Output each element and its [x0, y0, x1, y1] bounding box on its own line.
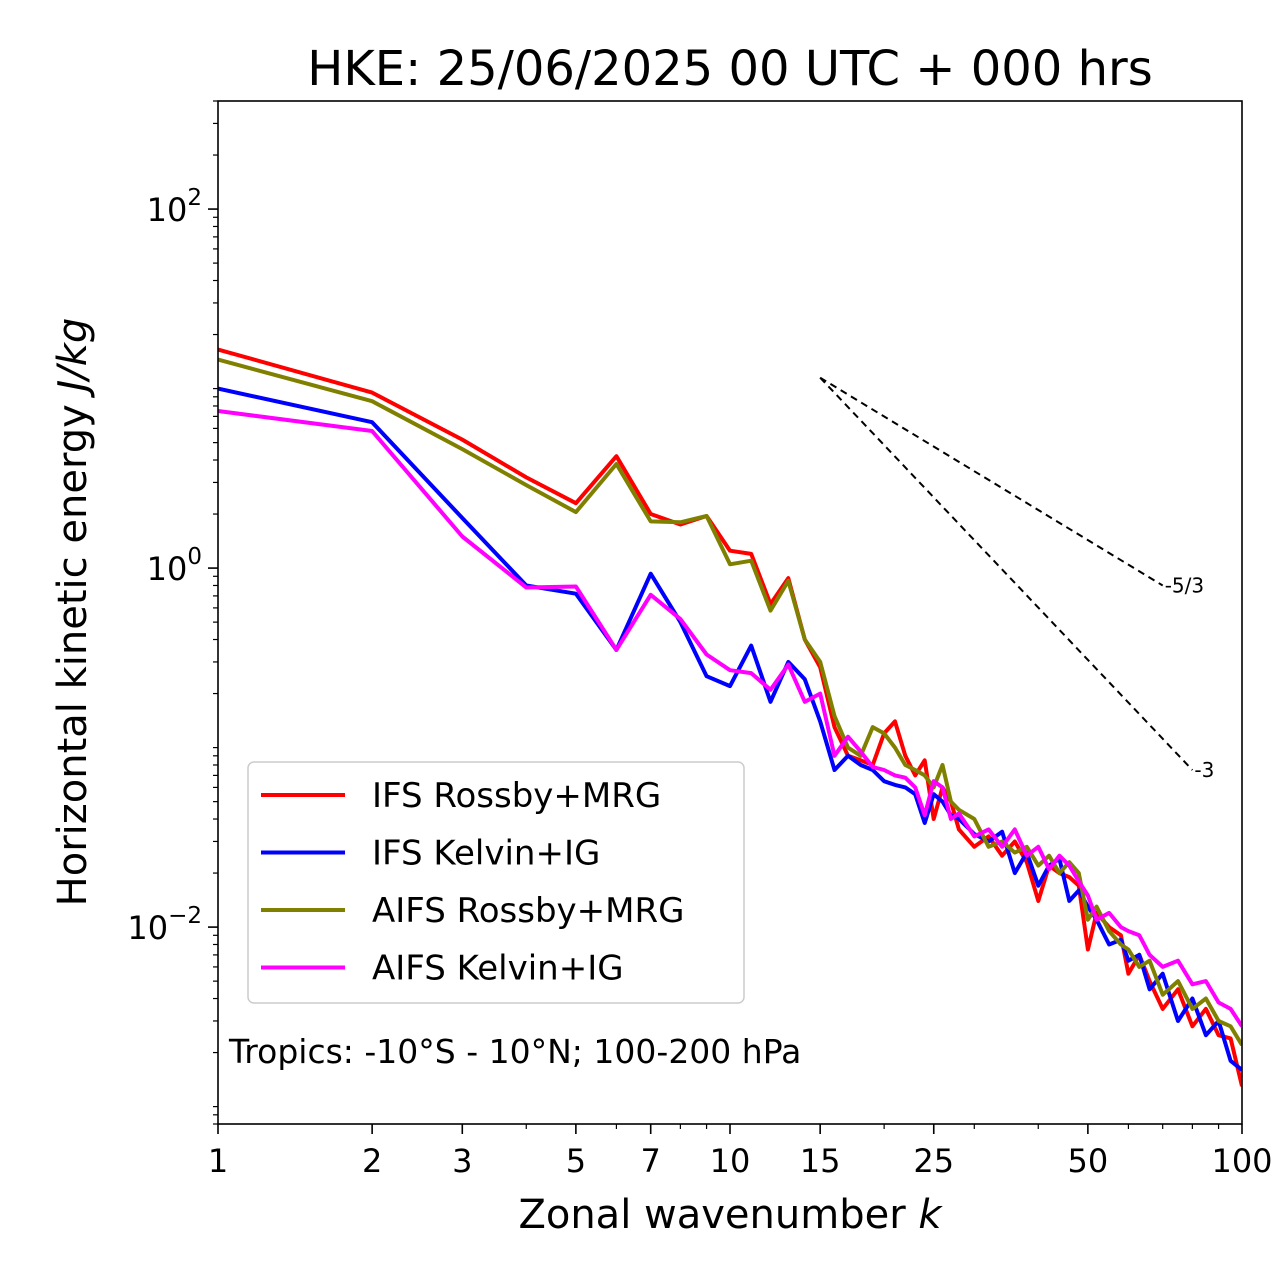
chart-title: HKE: 25/06/2025 00 UTC + 000 hrs — [307, 41, 1153, 97]
x-tick-label: 7 — [641, 1142, 661, 1180]
axis-ticks: 1 2 3 5 7 10 15 25 50 100 102 100 10−2 — [127, 100, 1273, 1180]
legend-label: IFS Kelvin+IG — [372, 834, 600, 874]
y-axis-label: Horizontal kinetic energy J/kg — [50, 318, 96, 907]
y-tick-label: 10−2 — [127, 903, 202, 947]
series-line-ifs-rossby-mrg — [218, 347, 1242, 1087]
x-tick-label: 2 — [362, 1142, 382, 1180]
x-axis-label: Zonal wavenumber k — [518, 1192, 943, 1238]
data-series — [218, 347, 1242, 1087]
series-line-aifs-kelvin-ig — [218, 409, 1242, 1028]
reference-slope-line — [819, 376, 1194, 771]
legend-label: AIFS Rossby+MRG — [372, 891, 684, 931]
x-tick-label: 5 — [566, 1142, 586, 1180]
reference-slope-label: -5/3 — [1165, 573, 1204, 597]
legend-label: IFS Rossby+MRG — [372, 776, 661, 816]
x-axis-label-text: Zonal wavenumber — [518, 1192, 906, 1238]
legend-box — [247, 761, 745, 1004]
reference-slope-lines — [819, 376, 1194, 771]
y-tick-label: 100 — [147, 544, 202, 588]
x-tick-label: 15 — [800, 1142, 841, 1180]
x-axis-variable: k — [918, 1192, 943, 1238]
y-axis-unit: J/kg — [50, 318, 96, 399]
legend: IFS Rossby+MRG IFS Kelvin+IG AIFS Rossby+M… — [247, 761, 745, 1004]
reference-slope-labels: -5/3 -3 — [1165, 573, 1215, 782]
reference-slope-line — [819, 376, 1164, 587]
x-tick-label: 50 — [1068, 1142, 1109, 1180]
legend-label: AIFS Kelvin+IG — [372, 949, 624, 989]
x-tick-label: 3 — [452, 1142, 472, 1180]
y-tick-label: 102 — [147, 185, 202, 229]
y-axis-label-text: Horizontal kinetic energy — [50, 404, 96, 906]
reference-slope-label: -3 — [1194, 758, 1214, 782]
region-annotation: Tropics: -10°S - 10°N; 100-200 hPa — [228, 1032, 801, 1071]
x-tick-label: 25 — [913, 1142, 954, 1180]
series-line-aifs-rossby-mrg — [218, 357, 1242, 1047]
plot-frame — [217, 100, 1243, 1125]
x-tick-label: 10 — [710, 1142, 751, 1180]
x-tick-label: 1 — [208, 1142, 228, 1180]
x-tick-label: 100 — [1211, 1142, 1272, 1180]
